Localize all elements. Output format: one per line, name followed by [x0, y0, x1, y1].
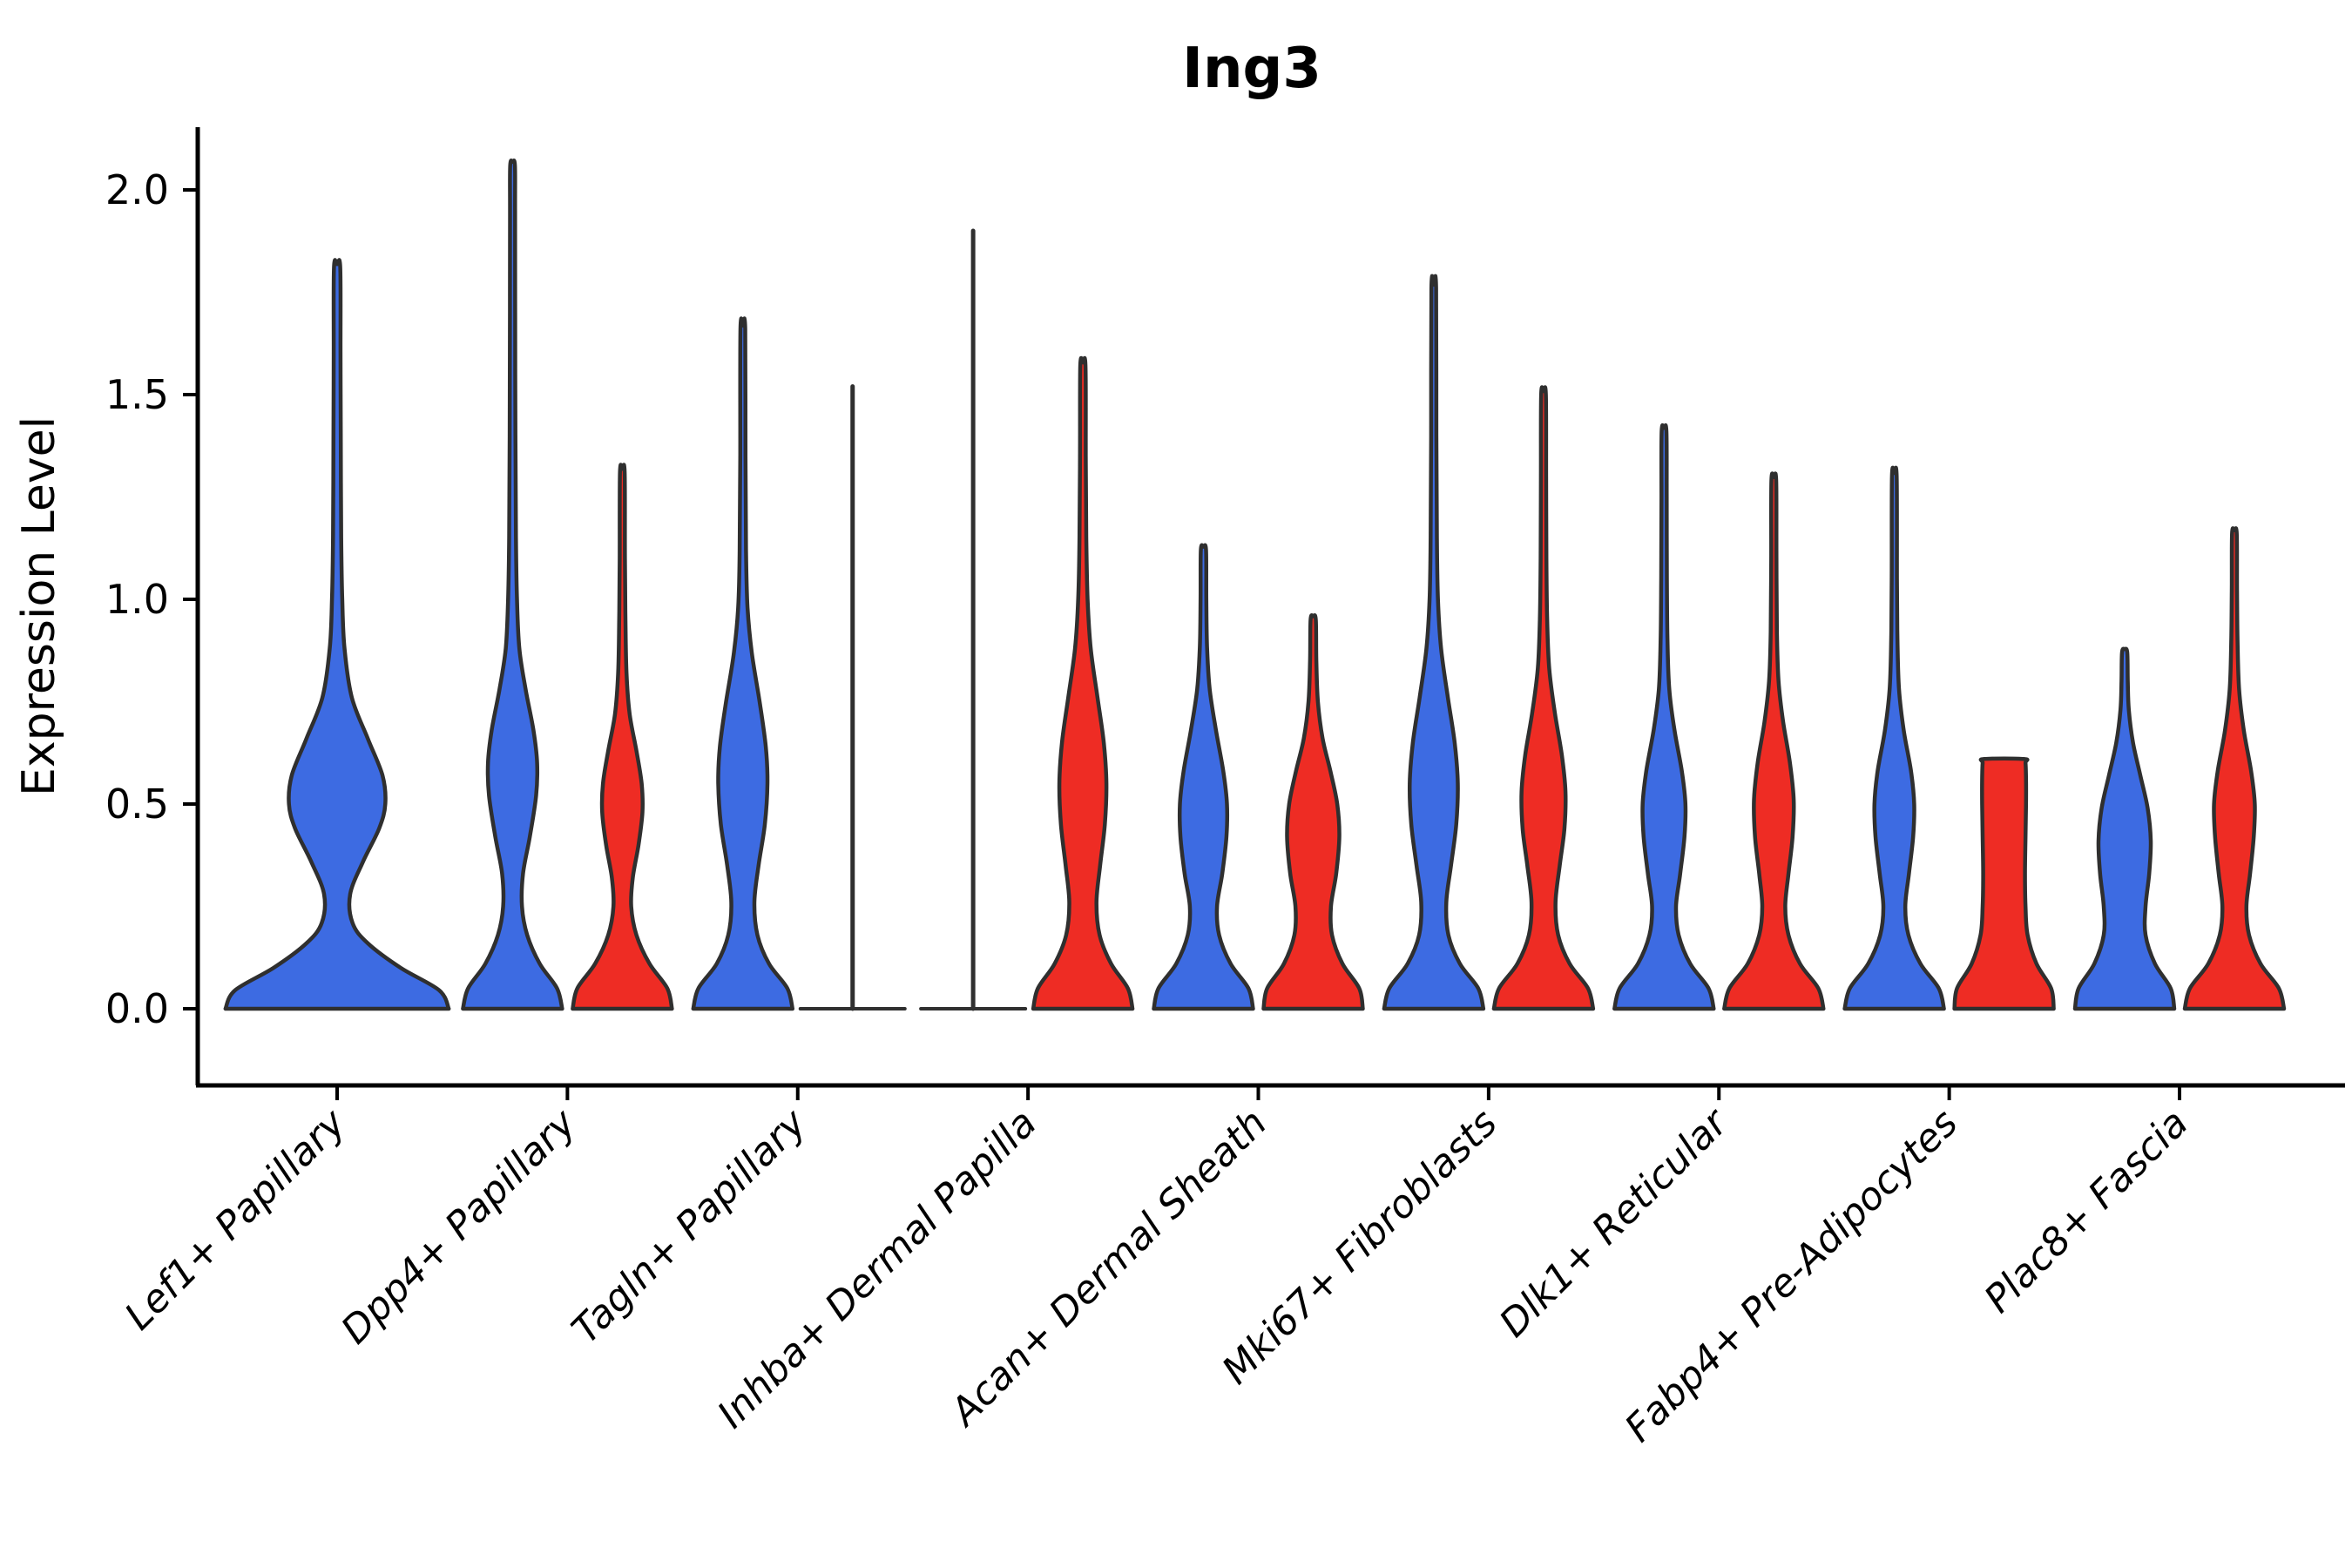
violin-dpp4-papillary-blue	[461, 159, 564, 1011]
x-tick-label: Tagln+ Papillary	[564, 1100, 815, 1352]
violin-dlk1-reticular-red	[1722, 471, 1826, 1011]
violin-tagln-papillary-blue	[691, 316, 795, 1011]
y-axis-label: Expression Level	[13, 416, 65, 796]
chart-title: Ing3	[1182, 37, 1321, 101]
y-tick-label: 0.0	[105, 985, 169, 1032]
violin-dlk1-reticular-blue	[1612, 422, 1716, 1011]
y-tick-label: 0.5	[105, 781, 169, 828]
violin-mki67-fibroblasts-blue	[1382, 274, 1486, 1011]
violin-fabp4-pre-adipocytes-red	[1952, 756, 2056, 1011]
violin-fabp4-pre-adipocytes-blue	[1842, 465, 1946, 1011]
violin-lef1-papillary-blue	[223, 258, 451, 1011]
violin-plac8-fascia-red	[2182, 526, 2287, 1011]
y-tick-label: 1.5	[105, 371, 169, 418]
violin-acan-dermal-sheath-blue	[1152, 543, 1255, 1011]
x-tick-label: Plac8+ Fascia	[1976, 1101, 2196, 1321]
violins	[223, 159, 2287, 1011]
violin-mki67-fibroblasts-red	[1491, 385, 1596, 1011]
x-tick-label: Lef1+ Papillary	[117, 1100, 355, 1339]
violin-acan-dermal-sheath-red	[1261, 613, 1365, 1011]
violin-inhba-dermal-papilla-red	[1031, 355, 1135, 1011]
y-tick-label: 1.0	[105, 576, 169, 623]
x-tick-label: Dpp4+ Papillary	[333, 1100, 585, 1353]
y-tick-label: 2.0	[105, 166, 169, 213]
violin-dpp4-papillary-red	[571, 463, 674, 1011]
x-tick-label: Dlk1+ Reticular	[1491, 1099, 1738, 1346]
violin-plac8-fascia-blue	[2072, 646, 2177, 1011]
